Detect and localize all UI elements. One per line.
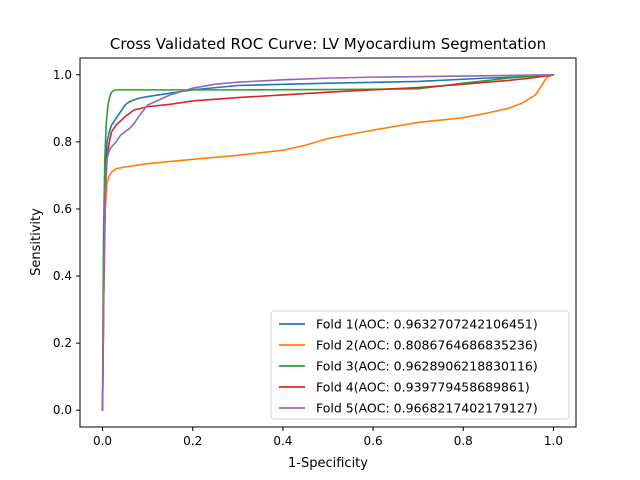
y-tick-label: 0.2: [53, 336, 72, 350]
x-tick-label: 0.6: [364, 434, 383, 448]
legend-label-fold-1: Fold 1(AOC: 0.9632707242106451): [316, 317, 538, 332]
x-tick-label: 1.0: [544, 434, 563, 448]
y-tick-label: 0.0: [53, 403, 72, 417]
y-axis-ticks: 0.0 0.2 0.4 0.6 0.8 1.0: [53, 68, 80, 417]
y-tick-label: 0.6: [53, 202, 72, 216]
legend-label-fold-2: Fold 2(AOC: 0.8086764686835236): [316, 338, 538, 353]
x-tick-label: 0.4: [273, 434, 292, 448]
chart-title: Cross Validated ROC Curve: LV Myocardium…: [110, 35, 546, 53]
x-tick-label: 0.0: [93, 434, 112, 448]
legend-label-fold-4: Fold 4(AOC: 0.939779458689861): [316, 380, 530, 395]
x-axis-ticks: 0.0 0.2 0.4 0.6 0.8 1.0: [93, 427, 563, 448]
x-tick-label: 0.8: [454, 434, 473, 448]
y-axis-label: Sensitivity: [29, 208, 44, 276]
legend-label-fold-3: Fold 3(AOC: 0.9628906218830116): [316, 359, 538, 374]
series-line-fold-1: [101, 73, 555, 412]
series-line-fold-2: [101, 73, 555, 412]
y-tick-label: 0.4: [53, 269, 72, 283]
x-tick-label: 0.2: [183, 434, 202, 448]
series-line-fold-5: [101, 73, 555, 412]
legend-box: [270, 310, 570, 420]
series-layer: [101, 73, 555, 412]
y-tick-label: 0.8: [53, 135, 72, 149]
legend-label-fold-5: Fold 5(AOC: 0.9668217402179127): [316, 401, 538, 416]
plot-frame: [79, 57, 577, 428]
legend: Fold 1(AOC: 0.9632707242106451) Fold 2(AO…: [270, 310, 570, 420]
x-axis-label: 1-Specificity: [288, 456, 368, 471]
y-tick-label: 1.0: [53, 68, 72, 82]
